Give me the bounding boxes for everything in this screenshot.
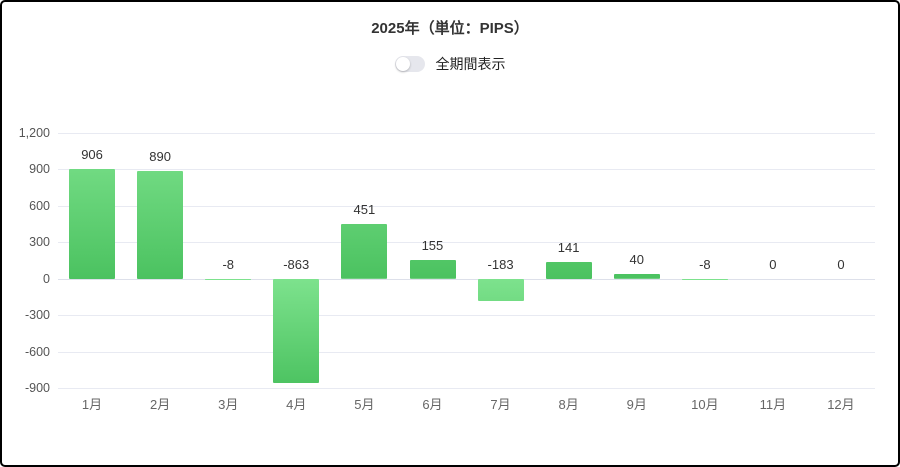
toggle-knob-icon <box>395 57 410 71</box>
x-tick-label: 4月 <box>286 397 307 412</box>
gridline <box>58 133 875 134</box>
x-tick-label: 10月 <box>691 397 719 412</box>
bar-value-label: 155 <box>421 237 444 253</box>
gridline <box>58 169 875 171</box>
bar-value-label: 0 <box>837 256 845 272</box>
x-tick-label: 11月 <box>759 397 787 412</box>
toggle-row: 全期間表示 <box>2 54 898 74</box>
bar-value-label: 0 <box>769 256 777 272</box>
x-tick-label: 9月 <box>626 397 647 412</box>
bar-value-label: -8 <box>222 256 235 272</box>
bar-value-label: 40 <box>629 251 644 267</box>
zero-gridline <box>58 278 875 280</box>
bar-9月[interactable] <box>613 273 660 279</box>
bar-3月[interactable] <box>205 278 252 280</box>
bar-10月[interactable] <box>681 278 728 280</box>
y-tick-label: 300 <box>29 235 50 250</box>
bar-value-label: -8 <box>699 256 711 272</box>
x-tick-label: 1月 <box>81 397 103 412</box>
bar-4月[interactable] <box>273 278 320 384</box>
y-tick-label: 1,200 <box>18 126 50 140</box>
gridline <box>58 205 875 207</box>
chart-title: 2025年（単位：PIPS） <box>371 20 529 37</box>
all-period-toggle-label: 全期間表示 <box>435 56 506 72</box>
bar-8月[interactable] <box>545 261 592 279</box>
y-tick-label: 900 <box>29 162 50 177</box>
y-tick-label: -600 <box>24 344 50 359</box>
x-tick-label: 8月 <box>558 397 579 412</box>
bar-value-label: 890 <box>149 148 171 164</box>
bar-value-label: -863 <box>283 256 310 272</box>
x-tick-label: 12月 <box>827 397 855 412</box>
gridline <box>58 315 875 317</box>
bar-6月[interactable] <box>409 259 456 279</box>
bar-5月[interactable] <box>341 223 388 279</box>
y-tick-label: -300 <box>24 308 50 323</box>
bar-2月[interactable] <box>137 170 184 279</box>
bar-value-label: 906 <box>81 146 103 162</box>
bar-7月[interactable] <box>477 278 524 301</box>
gridline <box>58 388 875 389</box>
y-tick-label: -900 <box>24 381 50 395</box>
bar-1月[interactable] <box>69 168 115 279</box>
bar-value-label: -183 <box>487 256 514 272</box>
gridline <box>58 242 875 244</box>
gridline <box>58 351 875 353</box>
all-period-toggle[interactable] <box>394 56 425 72</box>
x-tick-label: 2月 <box>150 397 171 412</box>
x-tick-label: 6月 <box>422 397 443 412</box>
y-tick-label: 600 <box>29 198 50 213</box>
y-tick-label: 0 <box>43 271 50 286</box>
x-tick-label: 3月 <box>218 397 239 412</box>
bar-value-label: 451 <box>353 201 376 217</box>
x-tick-label: 5月 <box>354 397 375 412</box>
x-tick-label: 7月 <box>490 397 511 412</box>
bar-value-label: 141 <box>557 239 580 255</box>
